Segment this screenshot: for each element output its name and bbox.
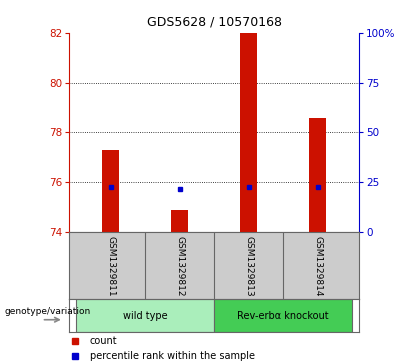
Title: GDS5628 / 10570168: GDS5628 / 10570168: [147, 16, 282, 29]
Bar: [309, 118, 326, 232]
Text: genotype/variation: genotype/variation: [4, 307, 90, 316]
Bar: [240, 33, 257, 232]
Bar: [102, 150, 119, 232]
Text: wild type: wild type: [123, 311, 168, 321]
Text: GSM1329814: GSM1329814: [313, 236, 322, 296]
Bar: [76, 299, 214, 332]
Bar: [214, 299, 352, 332]
Text: percentile rank within the sample: percentile rank within the sample: [89, 351, 255, 361]
Text: Rev-erbα knockout: Rev-erbα knockout: [237, 311, 329, 321]
Text: GSM1329812: GSM1329812: [175, 236, 184, 296]
Text: GSM1329811: GSM1329811: [106, 236, 115, 296]
Text: GSM1329813: GSM1329813: [244, 236, 253, 296]
Bar: [171, 210, 188, 232]
Text: count: count: [89, 336, 117, 346]
